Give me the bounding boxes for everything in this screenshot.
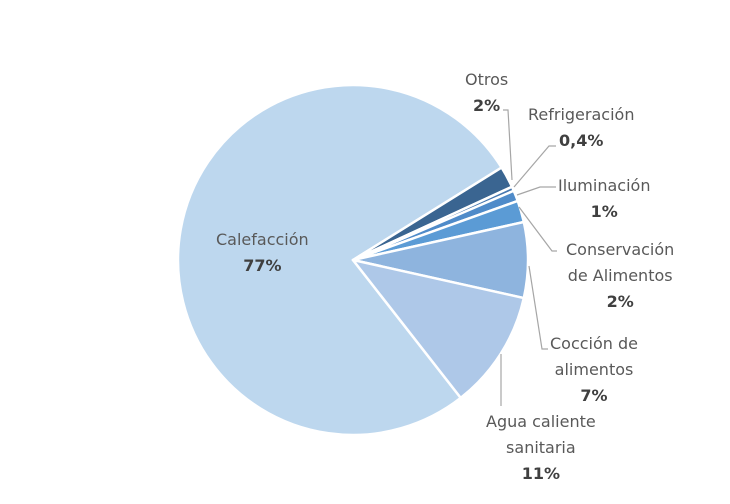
label-name-line1: Agua caliente (486, 412, 596, 431)
pie-slices (176, 83, 530, 437)
label-name: Otros (465, 70, 509, 89)
label-percent: 7% (580, 386, 608, 405)
label-percent: 2% (606, 292, 634, 311)
leader-line-conservacion (518, 206, 557, 252)
leader-line-iluminacion (516, 186, 556, 196)
pie-slice-agua-caliente-sanitaria (351, 258, 526, 400)
label-percent: 77% (243, 256, 282, 275)
label-name-line1: Cocción de (550, 334, 639, 353)
leader-line-refrigeracion (513, 145, 556, 188)
label-name: Calefacción (216, 230, 309, 249)
label-name-line1: Conservación (566, 240, 675, 259)
label-iluminacion: Iluminación 1% (558, 173, 650, 225)
label-percent: 2% (473, 96, 501, 115)
leader-line-coccion (528, 265, 548, 350)
label-name: Iluminación (558, 176, 651, 195)
label-percent: 1% (590, 202, 618, 221)
label-calefaccion: Calefacción 77% (216, 227, 309, 279)
label-name: Refrigeración (528, 105, 635, 124)
label-name-line2: de Alimentos (567, 266, 673, 285)
label-name-line2: alimentos (554, 360, 634, 379)
label-coccion: Cocción de alimentos 7% (550, 331, 638, 409)
label-conservacion: Conservación de Alimentos 2% (566, 237, 674, 315)
label-agua: Agua caliente sanitaria 11% (486, 409, 596, 487)
leader-line-otros (503, 109, 513, 181)
label-refrigeracion: Refrigeración 0,4% (528, 102, 634, 154)
label-otros: Otros 2% (465, 67, 508, 119)
leader-lines (500, 109, 557, 406)
label-percent: 11% (521, 464, 561, 483)
label-name-line2: sanitaria (506, 438, 576, 457)
label-percent: 0,4% (559, 131, 604, 150)
